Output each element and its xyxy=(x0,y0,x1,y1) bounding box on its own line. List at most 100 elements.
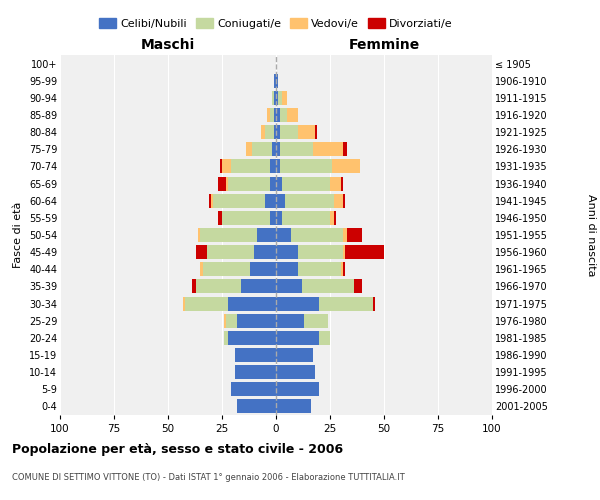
Bar xyxy=(220,160,222,173)
Bar xyxy=(343,262,345,276)
Bar xyxy=(237,314,276,328)
Bar xyxy=(319,331,330,345)
Bar xyxy=(298,245,343,259)
Text: Maschi: Maschi xyxy=(141,38,195,52)
Bar xyxy=(343,245,345,259)
Bar xyxy=(276,400,311,413)
Bar xyxy=(274,125,276,139)
Bar xyxy=(235,348,276,362)
Bar xyxy=(274,108,276,122)
Bar xyxy=(229,296,276,310)
Bar xyxy=(203,262,250,276)
Text: Anni di nascita: Anni di nascita xyxy=(586,194,596,276)
Bar xyxy=(276,74,278,88)
Bar xyxy=(237,400,276,413)
Bar xyxy=(276,176,283,190)
Bar xyxy=(276,365,315,379)
Bar xyxy=(276,348,313,362)
Bar xyxy=(276,160,280,173)
Bar xyxy=(287,108,298,122)
Bar xyxy=(265,194,276,207)
Bar xyxy=(343,228,347,242)
Bar xyxy=(226,314,237,328)
Bar xyxy=(261,125,265,139)
Bar xyxy=(313,142,343,156)
Bar xyxy=(269,108,274,122)
Bar xyxy=(241,280,276,293)
Bar xyxy=(198,228,200,242)
Bar xyxy=(373,296,376,310)
Bar xyxy=(276,194,284,207)
Bar xyxy=(298,262,341,276)
Bar xyxy=(334,211,337,225)
Bar xyxy=(319,296,373,310)
Bar xyxy=(200,262,203,276)
Bar xyxy=(196,280,241,293)
Bar xyxy=(268,108,269,122)
Bar xyxy=(269,211,276,225)
Bar xyxy=(330,176,341,190)
Bar xyxy=(284,194,334,207)
Bar xyxy=(345,245,384,259)
Bar xyxy=(211,194,214,207)
Bar xyxy=(283,211,330,225)
Text: Femmine: Femmine xyxy=(349,38,419,52)
Bar xyxy=(332,160,360,173)
Bar xyxy=(224,314,226,328)
Bar xyxy=(196,245,207,259)
Bar xyxy=(276,280,302,293)
Bar xyxy=(222,211,269,225)
Bar xyxy=(276,262,298,276)
Bar xyxy=(250,262,276,276)
Bar xyxy=(343,194,345,207)
Bar xyxy=(269,160,276,173)
Y-axis label: Fasce di età: Fasce di età xyxy=(13,202,23,268)
Bar xyxy=(192,280,196,293)
Bar xyxy=(274,74,276,88)
Bar xyxy=(214,194,265,207)
Bar xyxy=(276,142,280,156)
Bar xyxy=(246,142,252,156)
Bar xyxy=(226,176,229,190)
Bar xyxy=(354,280,362,293)
Bar xyxy=(224,331,229,345)
Bar xyxy=(272,142,276,156)
Bar xyxy=(276,108,280,122)
Bar xyxy=(185,296,229,310)
Bar xyxy=(276,211,283,225)
Bar xyxy=(272,91,274,105)
Bar xyxy=(200,228,257,242)
Bar xyxy=(304,314,328,328)
Bar xyxy=(207,245,254,259)
Bar xyxy=(283,176,330,190)
Bar xyxy=(278,91,283,105)
Bar xyxy=(276,245,298,259)
Bar xyxy=(230,160,269,173)
Bar xyxy=(276,331,319,345)
Bar xyxy=(341,176,343,190)
Bar xyxy=(283,91,287,105)
Bar xyxy=(280,142,313,156)
Bar xyxy=(229,331,276,345)
Bar xyxy=(265,125,274,139)
Bar xyxy=(341,262,343,276)
Legend: Celibi/Nubili, Coniugati/e, Vedovi/e, Divorziati/e: Celibi/Nubili, Coniugati/e, Vedovi/e, Di… xyxy=(95,14,457,34)
Bar xyxy=(274,91,276,105)
Bar xyxy=(252,142,272,156)
Bar xyxy=(330,211,334,225)
Bar xyxy=(334,194,343,207)
Bar xyxy=(343,142,347,156)
Text: COMUNE DI SETTIMO VITTONE (TO) - Dati ISTAT 1° gennaio 2006 - Elaborazione TUTTI: COMUNE DI SETTIMO VITTONE (TO) - Dati IS… xyxy=(12,472,405,482)
Bar xyxy=(276,125,280,139)
Bar xyxy=(276,382,319,396)
Bar xyxy=(276,228,291,242)
Bar xyxy=(347,228,362,242)
Bar xyxy=(276,296,319,310)
Bar xyxy=(269,176,276,190)
Bar xyxy=(298,125,315,139)
Bar xyxy=(209,194,211,207)
Bar xyxy=(229,176,269,190)
Bar xyxy=(218,176,226,190)
Bar xyxy=(235,365,276,379)
Bar xyxy=(254,245,276,259)
